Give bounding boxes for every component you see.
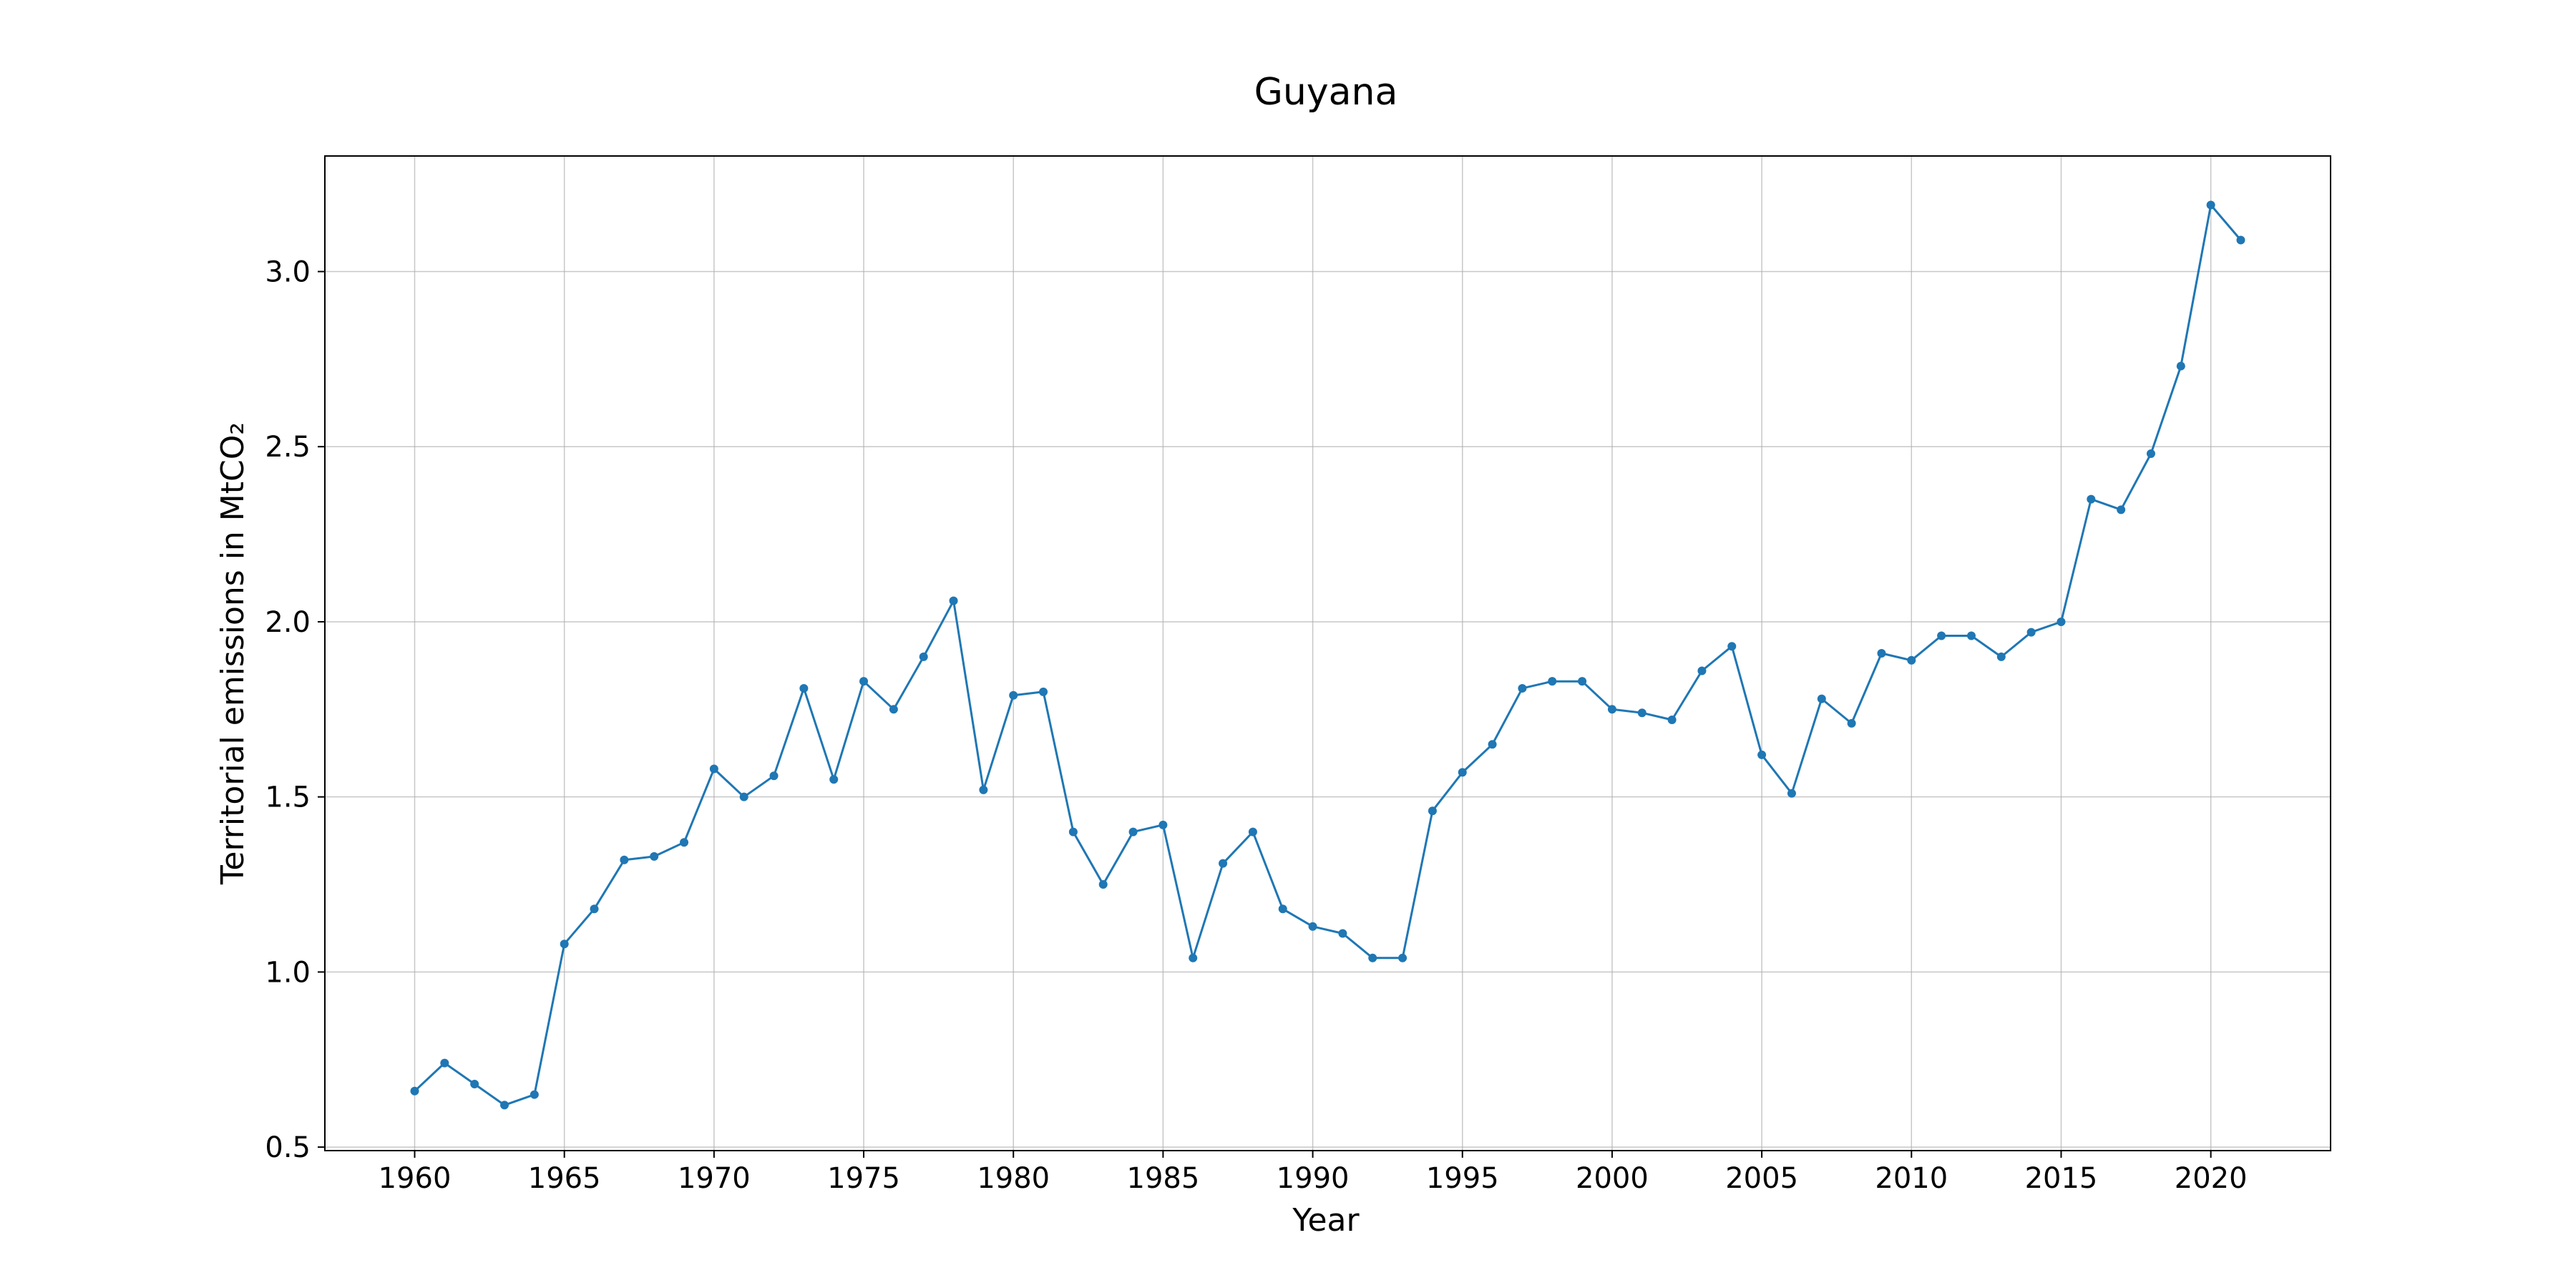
data-point — [1637, 708, 1646, 718]
x-tick-label: 2010 — [1875, 1162, 1948, 1195]
data-point — [2087, 494, 2096, 504]
data-point — [1907, 655, 1916, 665]
data-point — [1727, 642, 1737, 651]
data-point — [769, 771, 779, 781]
data-point — [1338, 929, 1347, 938]
data-point — [2176, 361, 2185, 371]
x-tick-label: 1965 — [528, 1162, 601, 1195]
data-point — [799, 683, 809, 693]
data-series — [410, 200, 2245, 1110]
x-tick-label: 1990 — [1277, 1162, 1350, 1195]
data-point — [1757, 750, 1767, 759]
x-tick-label: 1970 — [678, 1162, 751, 1195]
plot-frame — [324, 155, 2331, 1151]
x-tick-label: 1995 — [1426, 1162, 1499, 1195]
data-point — [1817, 694, 1826, 703]
data-point — [2117, 505, 2126, 514]
data-point — [949, 596, 958, 605]
data-point — [1458, 768, 1467, 777]
data-point — [440, 1058, 449, 1068]
y-tick-label: 0.5 — [265, 1131, 311, 1164]
data-point — [919, 652, 928, 661]
y-axis-ticks: 0.5 1.0 1.5 2.0 2.5 3.0 — [265, 256, 325, 1164]
grid — [325, 156, 2331, 1151]
data-point — [1219, 859, 1228, 868]
data-point — [1787, 789, 1796, 798]
data-point — [1189, 953, 1198, 962]
data-point — [530, 1090, 539, 1099]
data-point — [1488, 740, 1497, 749]
data-point — [1128, 827, 1138, 836]
x-tick-label: 1975 — [827, 1162, 900, 1195]
x-tick-label: 2005 — [1725, 1162, 1798, 1195]
data-point — [709, 764, 718, 774]
y-tick-label: 1.5 — [265, 781, 311, 814]
data-point — [470, 1080, 479, 1089]
x-tick-label: 2000 — [1576, 1162, 1649, 1195]
data-point — [1548, 677, 1557, 686]
data-point — [1098, 880, 1108, 889]
y-tick-label: 2.0 — [265, 606, 311, 639]
data-point — [1009, 691, 1018, 700]
data-point — [620, 855, 629, 864]
data-point — [859, 677, 869, 686]
x-axis-ticks: 1960 1965 1970 1975 1980 1985 1990 1995 2000 2005… — [379, 1151, 2248, 1195]
x-axis-label: Year — [1292, 1202, 1360, 1239]
data-point — [2146, 449, 2155, 459]
data-point — [1667, 715, 1677, 724]
data-point — [1248, 827, 1257, 836]
data-point — [1039, 687, 1048, 696]
data-point — [410, 1086, 419, 1096]
data-point — [1068, 827, 1078, 836]
data-point — [1607, 705, 1616, 714]
data-point — [829, 775, 839, 784]
x-tick-label: 1960 — [379, 1162, 452, 1195]
y-tick-label: 1.0 — [265, 956, 311, 989]
x-tick-label: 1980 — [977, 1162, 1050, 1195]
data-point — [650, 852, 659, 861]
data-point — [1368, 953, 1377, 962]
data-point — [1158, 820, 1168, 829]
x-tick-label: 1985 — [1127, 1162, 1200, 1195]
data-point — [1697, 666, 1707, 675]
data-point — [1398, 953, 1407, 962]
data-point — [560, 940, 569, 949]
data-point — [1966, 631, 1976, 640]
y-axis-label: Territorial emissions in MtCO₂ — [215, 422, 251, 885]
data-point — [500, 1101, 509, 1110]
data-point — [680, 838, 689, 847]
data-point — [2206, 200, 2215, 210]
data-point — [1847, 718, 1856, 728]
data-point — [979, 785, 988, 794]
data-point — [1518, 683, 1527, 693]
data-point — [1578, 677, 1587, 686]
x-tick-label: 2020 — [2175, 1162, 2248, 1195]
y-tick-label: 2.5 — [265, 431, 311, 464]
chart-title: Guyana — [1254, 71, 1398, 114]
data-point — [739, 792, 748, 801]
data-point — [2236, 235, 2245, 245]
series-line — [414, 204, 2242, 1106]
data-point — [590, 904, 599, 914]
data-point — [2026, 628, 2036, 637]
data-point — [1996, 652, 2006, 661]
data-point — [889, 705, 898, 714]
data-point — [1308, 922, 1317, 931]
data-point — [1278, 904, 1287, 914]
data-point — [1428, 806, 1437, 816]
x-tick-label: 2015 — [2025, 1162, 2098, 1195]
data-point — [1877, 649, 1886, 658]
data-point — [2057, 617, 2066, 626]
data-point — [1937, 631, 1946, 640]
y-tick-label: 3.0 — [265, 256, 311, 289]
